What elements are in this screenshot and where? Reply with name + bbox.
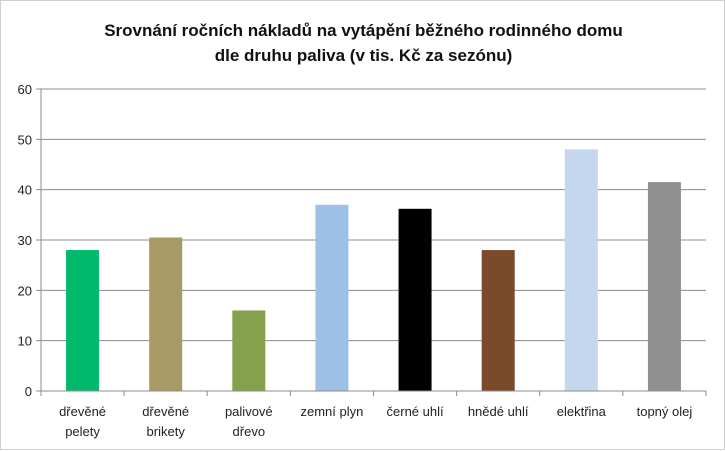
chart-title-line-2: dle druhu paliva (v tis. Kč za sezónu) bbox=[214, 46, 513, 65]
x-category-label: palivové bbox=[225, 404, 273, 419]
bar bbox=[66, 250, 100, 391]
x-category-label: pelety bbox=[65, 424, 100, 439]
x-category-label: dřevěné bbox=[59, 404, 106, 419]
x-category-label: dřevo bbox=[233, 424, 266, 439]
x-category-label: zemní plyn bbox=[301, 404, 364, 419]
bar bbox=[149, 237, 183, 391]
bar bbox=[232, 310, 266, 391]
chart-title-line-1: Srovnání ročních nákladů na vytápění běž… bbox=[104, 21, 623, 40]
y-tick-label: 20 bbox=[18, 283, 32, 298]
x-category-label: topný olej bbox=[637, 404, 693, 419]
x-category-label: elektřina bbox=[557, 404, 607, 419]
bar bbox=[564, 149, 598, 391]
y-tick-label: 30 bbox=[18, 233, 32, 248]
bar bbox=[647, 182, 681, 391]
x-category-label: hnědé uhlí bbox=[468, 404, 529, 419]
y-tick-label: 50 bbox=[18, 132, 32, 147]
bar bbox=[398, 208, 432, 391]
bar bbox=[315, 204, 349, 391]
x-category-label: dřevěné bbox=[142, 404, 189, 419]
y-tick-label: 40 bbox=[18, 183, 32, 198]
y-tick-label: 60 bbox=[18, 82, 32, 97]
y-tick-label: 10 bbox=[18, 334, 32, 349]
x-category-label: černé uhlí bbox=[387, 404, 444, 419]
y-tick-label: 0 bbox=[25, 384, 32, 399]
x-category-label: brikety bbox=[147, 424, 186, 439]
bar bbox=[481, 250, 515, 391]
